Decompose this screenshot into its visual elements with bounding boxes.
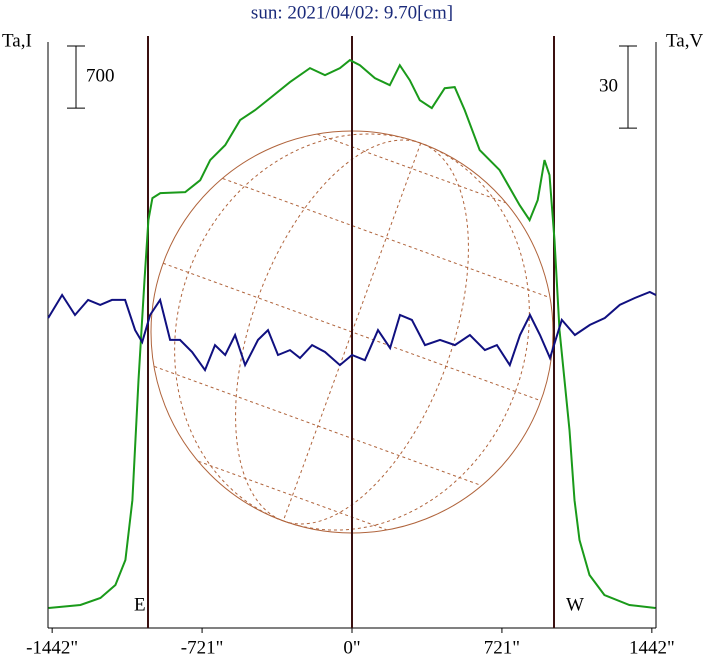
limb-label: W [566, 594, 584, 615]
x-tick-label: -721" [181, 637, 224, 658]
limb-label: E [134, 594, 146, 615]
x-tick-label: 1442" [629, 637, 675, 658]
scale-bar-label: 700 [86, 65, 115, 86]
scale-bar-label: 30 [599, 75, 618, 96]
series-line [47, 290, 657, 373]
y2-axis-label: Ta,V [666, 30, 703, 51]
chart-title: sun: 2021/04/02: 9.70[cm] [251, 2, 453, 23]
x-tick-label: 721" [484, 637, 520, 658]
x-tick-label: 0" [343, 637, 360, 658]
x-tick-label: -1442" [26, 637, 78, 658]
y-axis-label: Ta,I [2, 30, 32, 51]
series-line [48, 58, 656, 609]
